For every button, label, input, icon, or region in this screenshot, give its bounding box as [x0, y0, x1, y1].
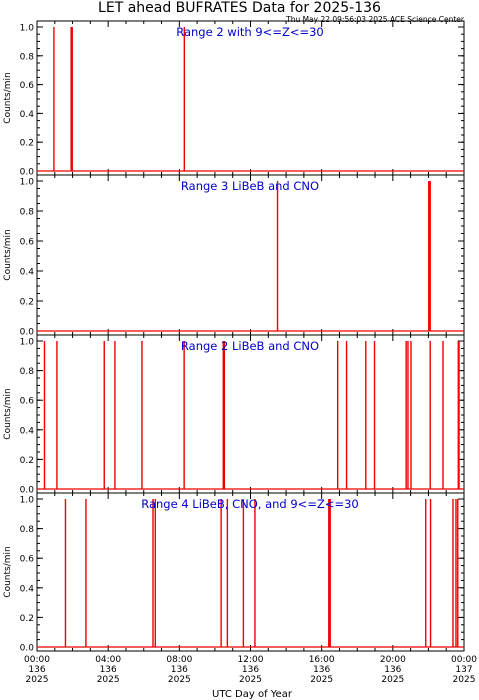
- y-tick-label: 0.2: [20, 614, 34, 624]
- panel-4: 0.0 0.2 0.4 0.6 0.8 1.0 Range 4 LiBeB, CNO, an…: [3, 492, 465, 654]
- x-tick-time: 00:00: [451, 655, 477, 665]
- y-tick-label: 0.6: [20, 238, 35, 248]
- panel-title: Range 4 LiBeB, CNO, and 9<=Z<=30: [141, 497, 359, 511]
- x-tick-year: 2025: [239, 675, 262, 685]
- x-tick-doy: 136: [171, 665, 188, 675]
- y-tick-label: 0.6: [20, 555, 35, 565]
- x-tick-doy: 136: [242, 665, 259, 675]
- x-axis: 00:00136202504:00136202508:00136202512:0…: [24, 655, 477, 685]
- y-tick-label: 0.4: [20, 110, 35, 120]
- y-tick-label: 1.0: [20, 338, 35, 348]
- figure-title: LET ahead BUFRATES Data for 2025-136: [98, 0, 381, 16]
- y-tick-label: 0.8: [20, 52, 35, 62]
- x-axis-label: UTC Day of Year: [212, 689, 293, 700]
- x-tick-year: 2025: [453, 675, 476, 685]
- y-tick-label: 0.4: [20, 584, 35, 594]
- panel-3: 0.0 0.2 0.4 0.6 0.8 1.0 Range 2 LiBeB and CNO C…: [3, 334, 465, 496]
- panel-title: Range 3 LiBeB and CNO: [181, 179, 319, 193]
- y-tick-label: 1.0: [20, 24, 35, 34]
- y-tick-label: 0.6: [20, 397, 35, 407]
- x-tick-time: 20:00: [380, 655, 406, 665]
- y-tick-label: 0.8: [20, 208, 35, 218]
- x-tick-time: 08:00: [166, 655, 192, 665]
- y-tick-label: 0.0: [20, 328, 35, 338]
- y-axis-label: Counts/min: [3, 388, 13, 439]
- y-tick-label: 1.0: [20, 178, 35, 188]
- y-tick-label: 0.2: [20, 456, 34, 466]
- x-tick-year: 2025: [168, 675, 191, 685]
- y-tick-label: 0.0: [20, 486, 35, 496]
- x-tick-year: 2025: [26, 675, 49, 685]
- y-tick-label: 0.4: [20, 426, 35, 436]
- panels: 0.0 0.2 0.4 0.6 0.8 1.0 Range 2 with 9<=Z<=30 C…: [3, 20, 465, 654]
- timestamp: Thu May 22 09:56:03 2025 ACE Science Cen…: [285, 15, 465, 24]
- y-axis-label: Counts/min: [3, 229, 13, 280]
- x-tick-doy: 136: [384, 665, 401, 675]
- x-tick-doy: 136: [100, 665, 117, 675]
- y-tick-label: 0.2: [20, 298, 34, 308]
- x-tick-time: 16:00: [309, 655, 335, 665]
- x-tick-year: 2025: [97, 675, 120, 685]
- panel-title: Range 2 LiBeB and CNO: [181, 339, 319, 353]
- y-tick-label: 0.0: [20, 168, 35, 178]
- x-tick-year: 2025: [381, 675, 404, 685]
- y-axis-label: Counts/min: [3, 72, 13, 123]
- y-tick-label: 0.4: [20, 268, 35, 278]
- y-tick-label: 0.6: [20, 81, 35, 91]
- x-tick-year: 2025: [310, 675, 333, 685]
- x-tick-doy: 136: [313, 665, 330, 675]
- y-tick-label: 0.0: [20, 644, 35, 654]
- panel-2: 0.0 0.2 0.4 0.6 0.8 1.0 Range 3 LiBeB and CNO C…: [3, 174, 465, 338]
- x-tick-time: 12:00: [238, 655, 264, 665]
- y-tick-label: 0.8: [20, 367, 35, 377]
- panel-title: Range 2 with 9<=Z<=30: [176, 25, 324, 39]
- y-tick-label: 0.8: [20, 525, 35, 535]
- y-axis-label: Counts/min: [3, 546, 13, 597]
- x-tick-doy: 137: [455, 665, 472, 675]
- y-tick-label: 0.2: [20, 139, 34, 149]
- y-tick-label: 1.0: [20, 496, 35, 506]
- x-tick-time: 00:00: [24, 655, 50, 665]
- x-tick-time: 04:00: [95, 655, 121, 665]
- x-tick-doy: 136: [28, 665, 45, 675]
